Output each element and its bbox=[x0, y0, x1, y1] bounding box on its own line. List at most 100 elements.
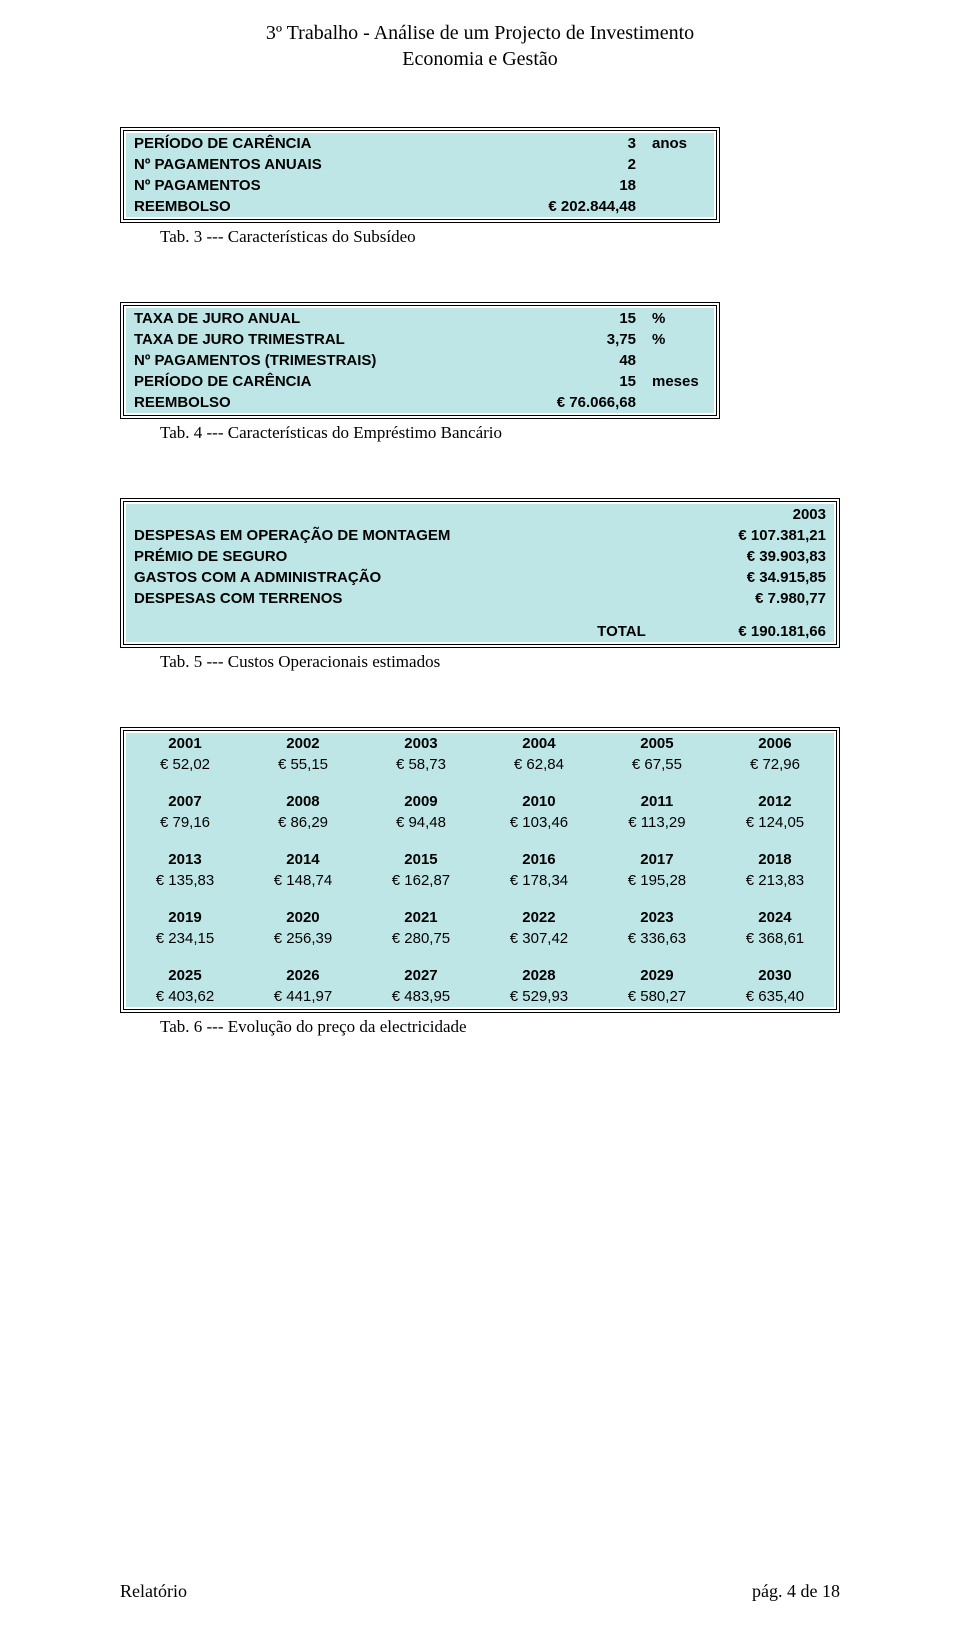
table-tab5: 2003DESPESAS EM OPERAÇÃO DE MONTAGEM€ 10… bbox=[120, 498, 840, 648]
year-cell: 2011 bbox=[598, 791, 716, 812]
year-cell: 2016 bbox=[480, 849, 598, 870]
header-line-1: 3º Trabalho - Análise de um Projecto de … bbox=[120, 20, 840, 46]
value-cell: € 195,28 bbox=[598, 870, 716, 891]
table-cell-value: 3,75 bbox=[504, 329, 644, 350]
year-cell: 2007 bbox=[126, 791, 244, 812]
year-cell: 2009 bbox=[362, 791, 480, 812]
table-cell-value: € 202.844,48 bbox=[469, 196, 644, 217]
table-cell-value: € 76.066,68 bbox=[504, 392, 644, 413]
value-cell: € 307,42 bbox=[480, 928, 598, 949]
year-cell: 2008 bbox=[244, 791, 362, 812]
year-cell: 2017 bbox=[598, 849, 716, 870]
footer-left: Relatório bbox=[120, 1581, 187, 1602]
table-cell-label: Nº PAGAMENTOS ANUAIS bbox=[126, 154, 469, 175]
table-cell-label: DESPESAS COM TERRENOS bbox=[126, 588, 666, 609]
table-cell-unit: anos bbox=[644, 133, 714, 154]
year-cell: 2020 bbox=[244, 907, 362, 928]
caption-tab4: Tab. 4 --- Características do Empréstimo… bbox=[160, 423, 840, 443]
value-cell: € 113,29 bbox=[598, 812, 716, 833]
value-cell: € 67,55 bbox=[598, 754, 716, 775]
year-cell: 2014 bbox=[244, 849, 362, 870]
table-cell-label: DESPESAS EM OPERAÇÃO DE MONTAGEM bbox=[126, 525, 666, 546]
year-cell: 2013 bbox=[126, 849, 244, 870]
year-cell: 2015 bbox=[362, 849, 480, 870]
table-tab3: PERÍODO DE CARÊNCIA3anos Nº PAGAMENTOS AN… bbox=[120, 127, 720, 223]
table-cell-value: 15 bbox=[504, 371, 644, 392]
table-cell-value: € 7.980,77 bbox=[666, 588, 834, 609]
table-cell-label: PERÍODO DE CARÊNCIA bbox=[126, 133, 469, 154]
table-cell-label: REEMBOLSO bbox=[126, 392, 504, 413]
table-cell-unit bbox=[644, 175, 714, 196]
value-cell: € 234,15 bbox=[126, 928, 244, 949]
year-cell: 2001 bbox=[126, 733, 244, 754]
caption-tab6: Tab. 6 --- Evolução do preço da electric… bbox=[160, 1017, 840, 1037]
table-cell-unit bbox=[644, 392, 714, 413]
value-cell: € 148,74 bbox=[244, 870, 362, 891]
value-cell: € 213,83 bbox=[716, 870, 834, 891]
value-cell: € 635,40 bbox=[716, 986, 834, 1007]
year-cell: 2012 bbox=[716, 791, 834, 812]
year-cell: 2030 bbox=[716, 965, 834, 986]
table-cell-value: € 39.903,83 bbox=[666, 546, 834, 567]
table-cell-value: € 107.381,21 bbox=[666, 525, 834, 546]
table-cell-value: 15 bbox=[504, 308, 644, 329]
header-line-2: Economia e Gestão bbox=[120, 46, 840, 72]
table-cell-value: 3 bbox=[469, 133, 644, 154]
table-cell-value: € 34.915,85 bbox=[666, 567, 834, 588]
table-cell-label: Nº PAGAMENTOS (TRIMESTRAIS) bbox=[126, 350, 504, 371]
year-cell: 2025 bbox=[126, 965, 244, 986]
table-cell-label: TAXA DE JURO ANUAL bbox=[126, 308, 504, 329]
year-cell: 2029 bbox=[598, 965, 716, 986]
value-cell: € 62,84 bbox=[480, 754, 598, 775]
table-cell-label: Nº PAGAMENTOS bbox=[126, 175, 469, 196]
footer-right: pág. 4 de 18 bbox=[752, 1581, 840, 1602]
caption-tab5: Tab. 5 --- Custos Operacionais estimados bbox=[160, 652, 840, 672]
year-cell: 2018 bbox=[716, 849, 834, 870]
value-cell: € 55,15 bbox=[244, 754, 362, 775]
value-cell: € 441,97 bbox=[244, 986, 362, 1007]
value-cell: € 256,39 bbox=[244, 928, 362, 949]
value-cell: € 529,93 bbox=[480, 986, 598, 1007]
value-cell: € 368,61 bbox=[716, 928, 834, 949]
table-cell-value: 18 bbox=[469, 175, 644, 196]
table-cell-unit bbox=[644, 350, 714, 371]
value-cell: € 280,75 bbox=[362, 928, 480, 949]
value-cell: € 178,34 bbox=[480, 870, 598, 891]
year-cell: 2005 bbox=[598, 733, 716, 754]
table-tab6: 200120022003200420052006€ 52,02€ 55,15€ … bbox=[120, 727, 840, 1013]
table-tab4: TAXA DE JURO ANUAL15%TAXA DE JURO TRIMES… bbox=[120, 302, 720, 419]
year-cell: 2024 bbox=[716, 907, 834, 928]
table-cell-value: 48 bbox=[504, 350, 644, 371]
value-cell: € 124,05 bbox=[716, 812, 834, 833]
value-cell: € 58,73 bbox=[362, 754, 480, 775]
value-cell: € 103,46 bbox=[480, 812, 598, 833]
table-cell-label: TAXA DE JURO TRIMESTRAL bbox=[126, 329, 504, 350]
year-cell: 2027 bbox=[362, 965, 480, 986]
page-footer: Relatório pág. 4 de 18 bbox=[120, 1581, 840, 1602]
year-cell: 2023 bbox=[598, 907, 716, 928]
table-cell-unit: % bbox=[644, 329, 714, 350]
year-cell: 2022 bbox=[480, 907, 598, 928]
year-cell: 2026 bbox=[244, 965, 362, 986]
table-cell-label: PRÉMIO DE SEGURO bbox=[126, 546, 666, 567]
year-cell: 2019 bbox=[126, 907, 244, 928]
value-cell: € 403,62 bbox=[126, 986, 244, 1007]
value-cell: € 162,87 bbox=[362, 870, 480, 891]
value-cell: € 483,95 bbox=[362, 986, 480, 1007]
table-cell-unit: % bbox=[644, 308, 714, 329]
table-cell-unit: meses bbox=[644, 371, 714, 392]
value-cell: € 72,96 bbox=[716, 754, 834, 775]
year-cell: 2002 bbox=[244, 733, 362, 754]
table-cell-label: PERÍODO DE CARÊNCIA bbox=[126, 371, 504, 392]
caption-tab3: Tab. 3 --- Características do Subsídeo bbox=[160, 227, 840, 247]
year-cell: 2010 bbox=[480, 791, 598, 812]
table-header-year: 2003 bbox=[666, 504, 834, 525]
year-cell: 2028 bbox=[480, 965, 598, 986]
value-cell: € 580,27 bbox=[598, 986, 716, 1007]
value-cell: € 86,29 bbox=[244, 812, 362, 833]
year-cell: 2021 bbox=[362, 907, 480, 928]
value-cell: € 52,02 bbox=[126, 754, 244, 775]
document-header: 3º Trabalho - Análise de um Projecto de … bbox=[120, 20, 840, 72]
table-cell-value: 2 bbox=[469, 154, 644, 175]
table-cell-unit bbox=[644, 154, 714, 175]
